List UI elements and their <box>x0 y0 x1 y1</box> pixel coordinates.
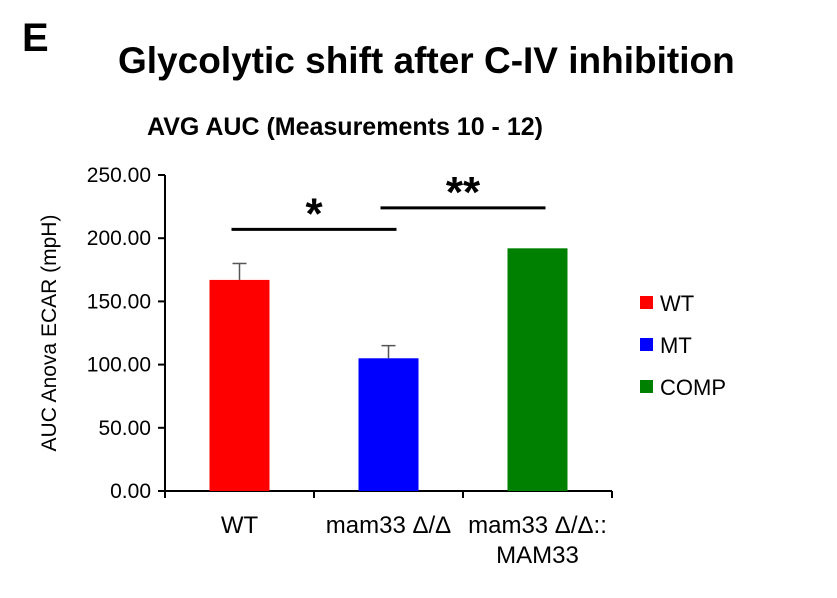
legend-swatch-comp <box>640 380 653 393</box>
x-category-label: mam33 Δ/Δ:: <box>468 512 607 539</box>
legend-swatch-mt <box>640 338 653 351</box>
y-tick-label: 150.00 <box>87 290 151 313</box>
bar-3 <box>507 248 568 491</box>
x-category-label: WT <box>221 512 259 539</box>
y-tick-label: 250.00 <box>87 164 151 187</box>
significance-label-1: * <box>305 189 323 238</box>
chart-subtitle: AVG AUC (Measurements 10 - 12) <box>147 113 543 141</box>
legend-swatch-wt <box>640 296 653 309</box>
bar-2 <box>358 358 419 491</box>
panel-letter: E <box>22 16 49 60</box>
chart-title: Glycolytic shift after C-IV inhibition <box>118 40 735 81</box>
y-tick-label: 0.00 <box>110 480 151 503</box>
y-axis-label: AUC Anova ECAR (mpH) <box>38 215 61 452</box>
x-category-label: mam33 Δ/Δ <box>326 512 451 539</box>
legend-label: COMP <box>660 375 726 400</box>
y-tick-label: 100.00 <box>87 354 151 377</box>
x-category-label: MAM33 <box>496 542 579 569</box>
legend-label: WT <box>660 291 694 316</box>
legend-label: MT <box>660 333 692 358</box>
y-tick-label: 50.00 <box>98 417 151 440</box>
bar-1 <box>209 279 270 491</box>
significance-label-2: ** <box>446 168 481 217</box>
y-tick-label: 200.00 <box>87 227 151 250</box>
